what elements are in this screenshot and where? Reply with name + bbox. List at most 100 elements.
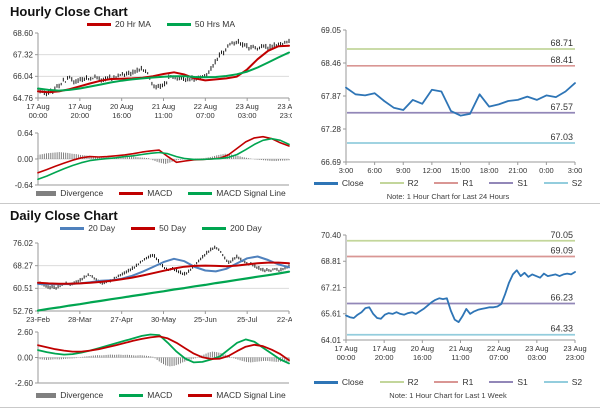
svg-text:15:00: 15:00 [451, 166, 470, 175]
legend-label: MACD [147, 390, 173, 400]
legend-line-swatch [379, 381, 404, 383]
legend-line-swatch [188, 191, 213, 195]
legend-label: 50 Hrs MA [194, 19, 236, 29]
svg-text:21:00: 21:00 [508, 166, 527, 175]
r1-value-label: 69.09 [550, 246, 573, 256]
hourly-24h-legend: Close R2 R1 S1 S2 [306, 178, 590, 188]
daily-section-title: Daily Close Chart [10, 208, 118, 223]
svg-text:-2.60: -2.60 [15, 379, 34, 388]
svg-text:23-Feb: 23-Feb [26, 315, 50, 324]
svg-text:60.51: 60.51 [13, 284, 34, 293]
weekly-close-chart: 70.40 68.81 67.21 65.61 64.01 17 Aug 00:00 17 A… [302, 226, 594, 376]
legend-line-swatch [543, 182, 568, 184]
legend-item: S1 [489, 377, 528, 387]
legend-item: Close [313, 377, 364, 387]
legend-item: Divergence [36, 188, 103, 198]
legend-label: Divergence [60, 390, 104, 400]
legend-line-swatch [202, 226, 227, 230]
legend-item: MACD [119, 188, 172, 198]
svg-text:67.32: 67.32 [13, 50, 34, 59]
svg-text:68.81: 68.81 [321, 257, 342, 266]
svg-text:12:00: 12:00 [422, 166, 441, 175]
legend-item: MACD Signal Line [188, 390, 286, 400]
svg-text:65.61: 65.61 [321, 310, 342, 319]
legend-label: 20 Hr MA [114, 19, 151, 29]
legend-line-swatch [434, 182, 459, 184]
hourly-close-chart: 68.60 67.32 66.04 64.76 17 Aug 00:00 17 Aug 20:… [8, 18, 292, 118]
s1-value-label: 66.23 [550, 293, 573, 303]
svg-text:30-May: 30-May [151, 315, 176, 324]
hourly-close-legend: 20 Hr MA 50 Hrs MA [30, 19, 292, 29]
hourly-24h-note: Note: 1 Hour Chart for Last 24 Hours [386, 192, 510, 201]
daily-macd-chart: 2.60 0.00 -2.60 [8, 326, 292, 388]
legend-item: 20 Hr MA [86, 19, 151, 29]
legend-item: S2 [543, 377, 583, 387]
legend-label: 20 Day [88, 223, 116, 233]
legend-line-swatch [119, 393, 144, 397]
legend-label: S1 [517, 178, 528, 188]
legend-label: 200 Day [230, 223, 262, 233]
svg-text:25-Jun: 25-Jun [194, 315, 217, 324]
legend-line-swatch [60, 226, 85, 230]
s2-value-label: 64.33 [550, 324, 573, 334]
legend-item: Close [313, 178, 364, 188]
svg-text:64.01: 64.01 [321, 336, 342, 345]
r1-value-label: 68.41 [550, 55, 573, 65]
legend-line-swatch [543, 381, 568, 383]
weekly-close-legend: Close R2 R1 S1 S2 [306, 377, 590, 387]
legend-label: R1 [462, 377, 474, 387]
svg-text:18:00: 18:00 [480, 166, 499, 175]
daily-close-legend: 20 Day 50 Day 200 Day [30, 223, 292, 233]
s1-value-label: 67.57 [550, 102, 573, 112]
svg-text:-0.64: -0.64 [15, 181, 34, 190]
hourly-macd-svg: 0.64 0.00 -0.64 [15, 129, 290, 190]
legend-label: MACD Signal Line [216, 390, 286, 400]
svg-text:67.87: 67.87 [321, 92, 342, 101]
legend-line-swatch [489, 182, 514, 184]
legend-line-swatch [434, 381, 459, 383]
legend-item: R1 [434, 377, 473, 387]
svg-text:70.40: 70.40 [321, 231, 342, 240]
weekly-close-note: Note: 1 Hour Chart for Last 1 Week [389, 391, 507, 400]
svg-text:22-Aug: 22-Aug [277, 315, 292, 324]
svg-text:3:00: 3:00 [339, 166, 354, 175]
legend-line-swatch [313, 380, 338, 384]
daily-macd-svg: 2.60 0.00 -2.60 [15, 328, 290, 388]
legend-label: MACD Signal Line [216, 188, 286, 198]
legend-label: S2 [571, 377, 583, 387]
legend-label: R2 [407, 377, 419, 387]
svg-text:6:00: 6:00 [367, 166, 382, 175]
hourly-macd-legend: Divergence MACD MACD Signal Line [30, 188, 292, 198]
legend-line-swatch [119, 191, 144, 195]
legend-item: 200 Day [202, 223, 262, 233]
legend-line-swatch [313, 181, 338, 185]
svg-text:0.00: 0.00 [17, 155, 33, 164]
legend-item: S2 [543, 178, 582, 188]
hourly-24h-close-chart: 69.05 68.46 67.87 67.28 66.69 3:00 6:00 9:00 12:… [302, 20, 594, 180]
svg-text:0:00: 0:00 [539, 166, 554, 175]
svg-text:69.05: 69.05 [321, 26, 342, 35]
hourly-section-title: Hourly Close Chart [10, 4, 128, 19]
bottom-divider [0, 407, 600, 408]
legend-label: 50 Day [159, 223, 187, 233]
svg-text:52.76: 52.76 [13, 307, 34, 316]
legend-line-swatch [166, 22, 191, 26]
legend-item: Divergence [36, 390, 103, 400]
svg-text:64.76: 64.76 [13, 94, 34, 103]
svg-text:67.28: 67.28 [321, 125, 342, 134]
legend-line-swatch [489, 381, 514, 383]
svg-text:28-Mar: 28-Mar [68, 315, 92, 324]
svg-text:66.04: 66.04 [13, 72, 34, 81]
r2-value-label: 70.05 [550, 230, 573, 240]
legend-line-swatch [86, 22, 111, 26]
legend-item: MACD Signal Line [188, 188, 286, 198]
